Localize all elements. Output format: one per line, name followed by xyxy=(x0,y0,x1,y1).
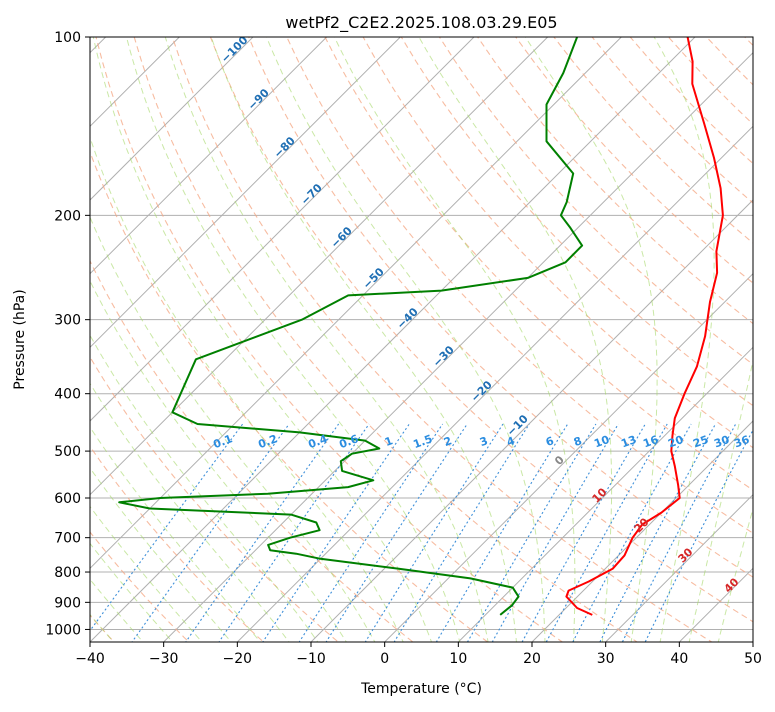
y-tick-label: 900 xyxy=(54,595,81,611)
y-tick-label: 1000 xyxy=(45,622,81,638)
y-tick-label: 200 xyxy=(54,208,81,224)
x-tick-label: 30 xyxy=(597,651,615,667)
y-axis-label: Pressure (hPa) xyxy=(12,289,28,389)
y-tick-label: 300 xyxy=(54,313,81,329)
x-tick-label: 10 xyxy=(449,651,467,667)
y-tick-label: 500 xyxy=(54,444,81,460)
x-tick-label: 40 xyxy=(670,651,688,667)
x-tick-label: 50 xyxy=(744,651,762,667)
x-tick-label: 0 xyxy=(380,651,389,667)
y-tick-label: 400 xyxy=(54,387,81,403)
x-tick-label: −20 xyxy=(223,651,253,667)
x-tick-label: −40 xyxy=(75,651,105,667)
x-tick-label: −30 xyxy=(149,651,179,667)
y-tick-label: 600 xyxy=(54,491,81,507)
chart-title: wetPf2_C2E2.2025.108.03.29.E05 xyxy=(285,13,557,33)
x-tick-label: −10 xyxy=(296,651,326,667)
y-tick-label: 800 xyxy=(54,565,81,581)
y-tick-label: 100 xyxy=(54,30,81,46)
y-tick-label: 700 xyxy=(54,531,81,547)
x-axis-label: Temperature (°C) xyxy=(360,681,482,697)
x-tick-label: 20 xyxy=(523,651,541,667)
